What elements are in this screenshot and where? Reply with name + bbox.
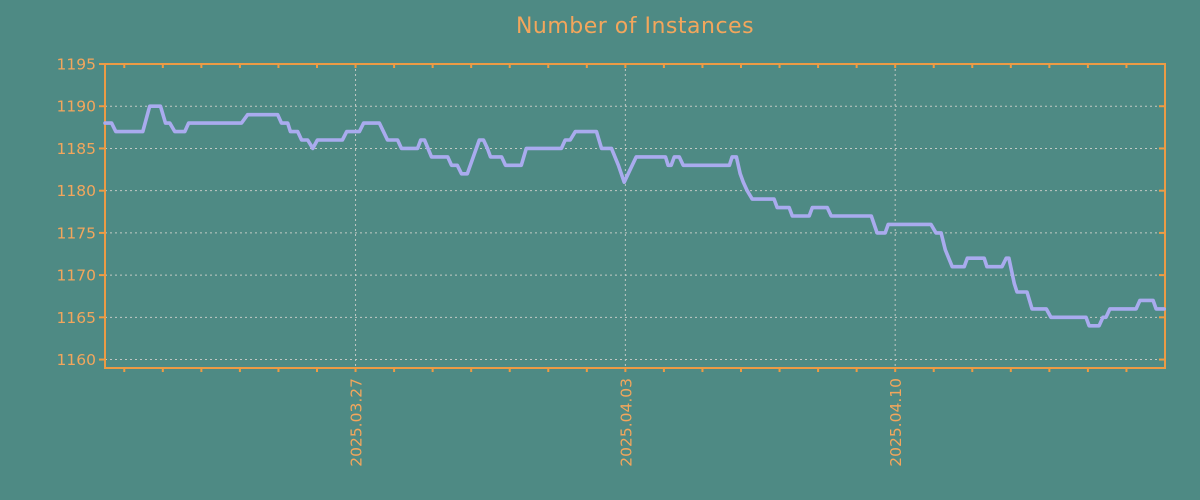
y-tick-label: 1160 [57, 351, 96, 369]
series-line-instances [103, 104, 1166, 328]
y-tick-label: 1190 [57, 98, 96, 116]
y-tick-label: 1180 [57, 182, 96, 200]
y-tick-label: 1185 [57, 140, 96, 158]
y-tick-label: 1195 [57, 56, 96, 74]
y-tick-label: 1165 [57, 309, 96, 327]
y-tick-label: 1175 [57, 224, 96, 242]
x-tick-label: 2025.04.10 [887, 378, 905, 467]
chart-title: Number of Instances [515, 14, 755, 39]
x-tick-label: 2025.03.27 [348, 378, 366, 467]
y-tick-label: 1170 [57, 267, 96, 285]
x-tick-label: 2025.04.03 [617, 378, 635, 467]
plot-frame [104, 63, 1166, 369]
